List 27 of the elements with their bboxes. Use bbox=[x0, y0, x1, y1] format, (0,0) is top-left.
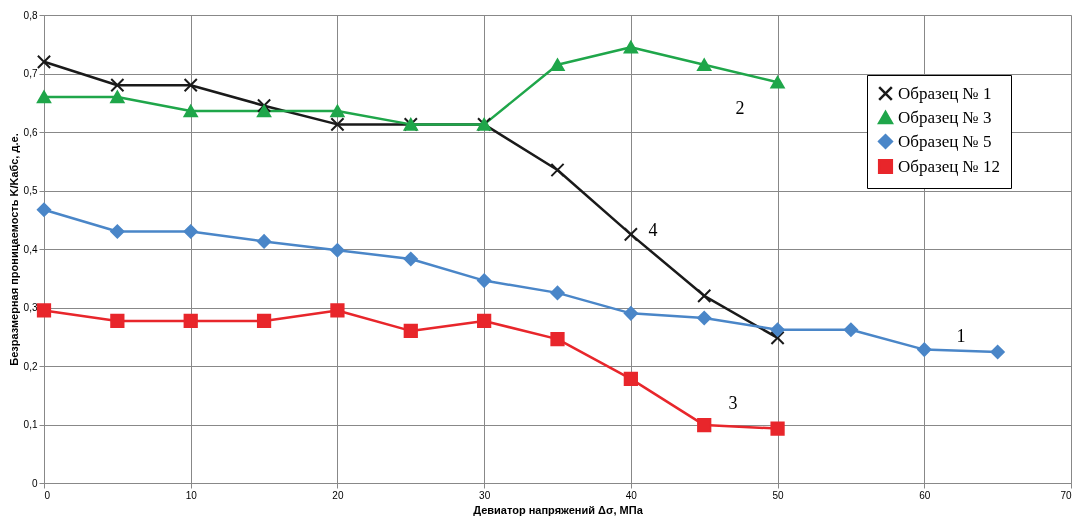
annotation: 4 bbox=[648, 220, 658, 241]
y-tick-label: 0,8 bbox=[23, 9, 38, 21]
y-tick-label: 0,5 bbox=[23, 185, 38, 196]
annotation: 1 bbox=[956, 325, 966, 346]
legend-label: Образец № 12 bbox=[898, 156, 1001, 176]
x-tick-label: 30 bbox=[479, 489, 491, 501]
y-tick-label: 0,6 bbox=[23, 126, 38, 138]
y-axis-title: Безразмерная проницаемость K/Kабс, д.е. bbox=[7, 133, 20, 366]
y-tick-label: 0,4 bbox=[23, 243, 38, 255]
x-tick-label: 10 bbox=[185, 489, 198, 501]
y-tick-label: 0,1 bbox=[23, 419, 38, 430]
x-tick-label: 40 bbox=[625, 489, 638, 501]
legend-label: Образец № 5 bbox=[898, 131, 992, 151]
legend-label: Образец № 3 bbox=[898, 107, 992, 127]
x-tick-label: 0 bbox=[44, 489, 51, 501]
y-tick-label: 0,7 bbox=[23, 68, 38, 79]
y-tick-label: 0 bbox=[31, 477, 38, 489]
legend-label: Образец № 1 bbox=[898, 83, 992, 103]
x-tick-label: 60 bbox=[919, 489, 931, 501]
x-tick-label: 20 bbox=[332, 489, 344, 501]
annotation: 3 bbox=[728, 392, 738, 413]
x-tick-label: 50 bbox=[772, 489, 785, 501]
y-tick-label: 0,2 bbox=[23, 360, 38, 372]
x-axis-title: Девиатор напряжений Δσ, МПа bbox=[473, 503, 644, 516]
x-tick-label: 70 bbox=[1060, 489, 1072, 501]
annotation: 2 bbox=[735, 97, 745, 118]
y-tick-label: 0,3 bbox=[23, 302, 38, 313]
